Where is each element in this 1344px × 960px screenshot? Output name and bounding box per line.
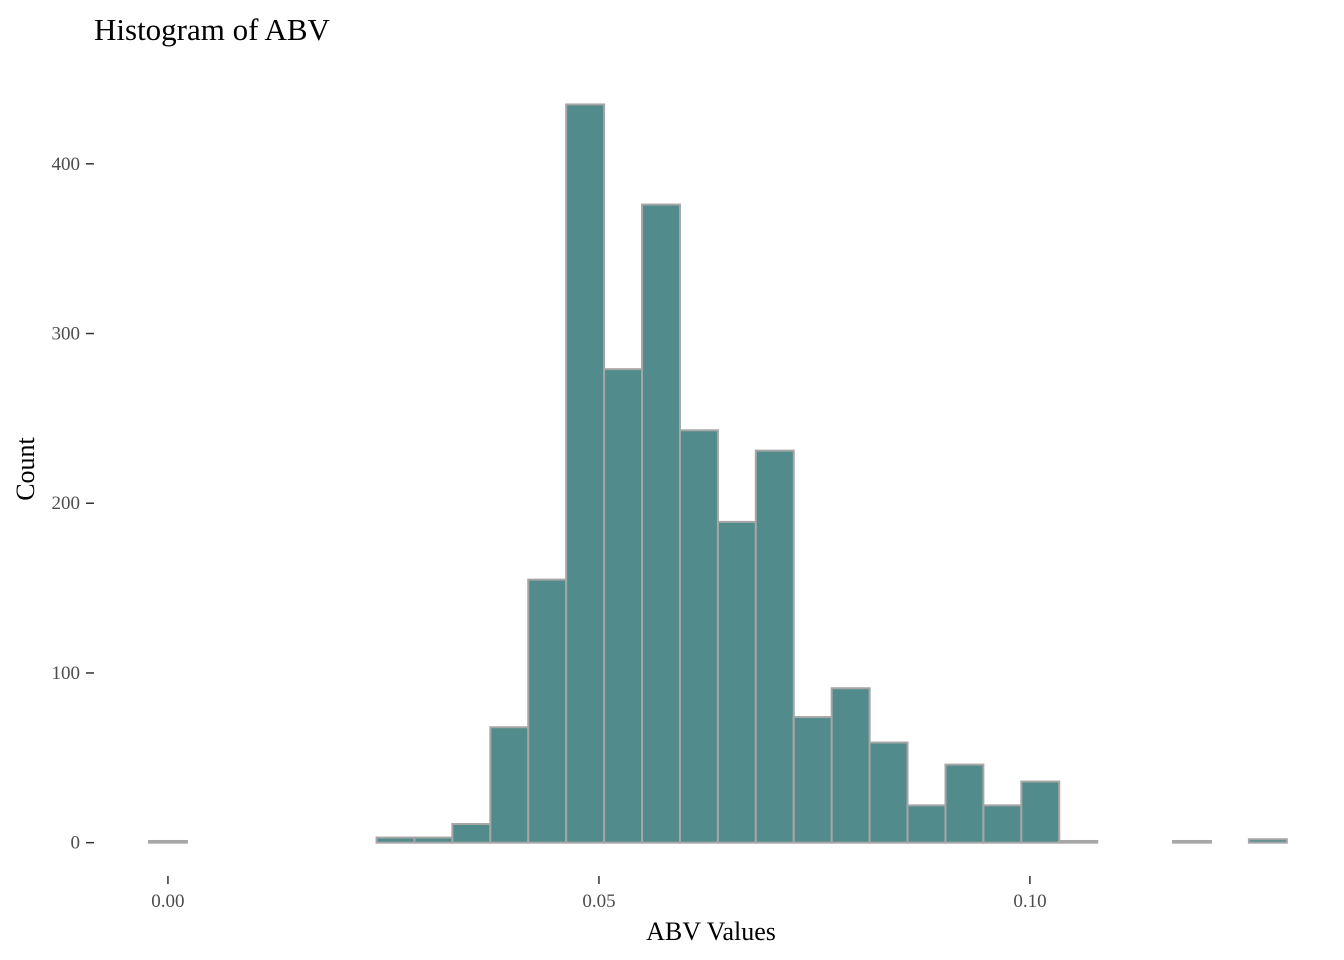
histogram-bar bbox=[982, 804, 1023, 844]
histogram-bar bbox=[641, 203, 681, 844]
histogram-bar bbox=[792, 716, 833, 844]
histogram-bar bbox=[413, 836, 454, 844]
histogram-bar bbox=[565, 103, 606, 844]
histogram-bar bbox=[1020, 780, 1061, 844]
chart-title: Histogram of ABV bbox=[94, 12, 331, 47]
histogram-bar bbox=[906, 804, 947, 844]
y-tick-label: 400 bbox=[52, 154, 81, 175]
histogram-bar bbox=[527, 578, 568, 844]
histogram-bar bbox=[451, 823, 492, 844]
histogram-bar bbox=[868, 741, 909, 844]
x-axis-title: ABV Values bbox=[646, 917, 776, 946]
y-axis: 0 100 200 300 400 bbox=[52, 154, 94, 854]
histogram-bar bbox=[944, 763, 985, 844]
y-tick-label: 100 bbox=[52, 663, 81, 684]
histogram-bar bbox=[716, 520, 757, 844]
x-tick-label: 0.00 bbox=[151, 891, 184, 912]
y-tick-label: 0 bbox=[71, 833, 81, 854]
y-tick-label: 300 bbox=[52, 324, 81, 345]
histogram-bar bbox=[1172, 839, 1212, 844]
histogram-bar bbox=[754, 449, 795, 844]
histogram-bar bbox=[603, 368, 644, 844]
histogram-bar bbox=[1058, 839, 1099, 844]
y-tick-label: 200 bbox=[52, 493, 81, 514]
histogram-bar bbox=[830, 687, 871, 844]
histogram-bar bbox=[1247, 838, 1288, 844]
histogram-bars bbox=[147, 103, 1288, 844]
y-axis-title: Count bbox=[11, 436, 40, 500]
histogram-bar bbox=[147, 839, 188, 844]
x-tick-label: 0.10 bbox=[1013, 891, 1046, 912]
histogram-bar bbox=[678, 429, 719, 844]
x-tick-label: 0.05 bbox=[582, 891, 615, 912]
histogram-bar bbox=[375, 836, 416, 844]
histogram-bar bbox=[489, 726, 530, 844]
x-axis: 0.00 0.05 0.10 bbox=[151, 876, 1047, 912]
